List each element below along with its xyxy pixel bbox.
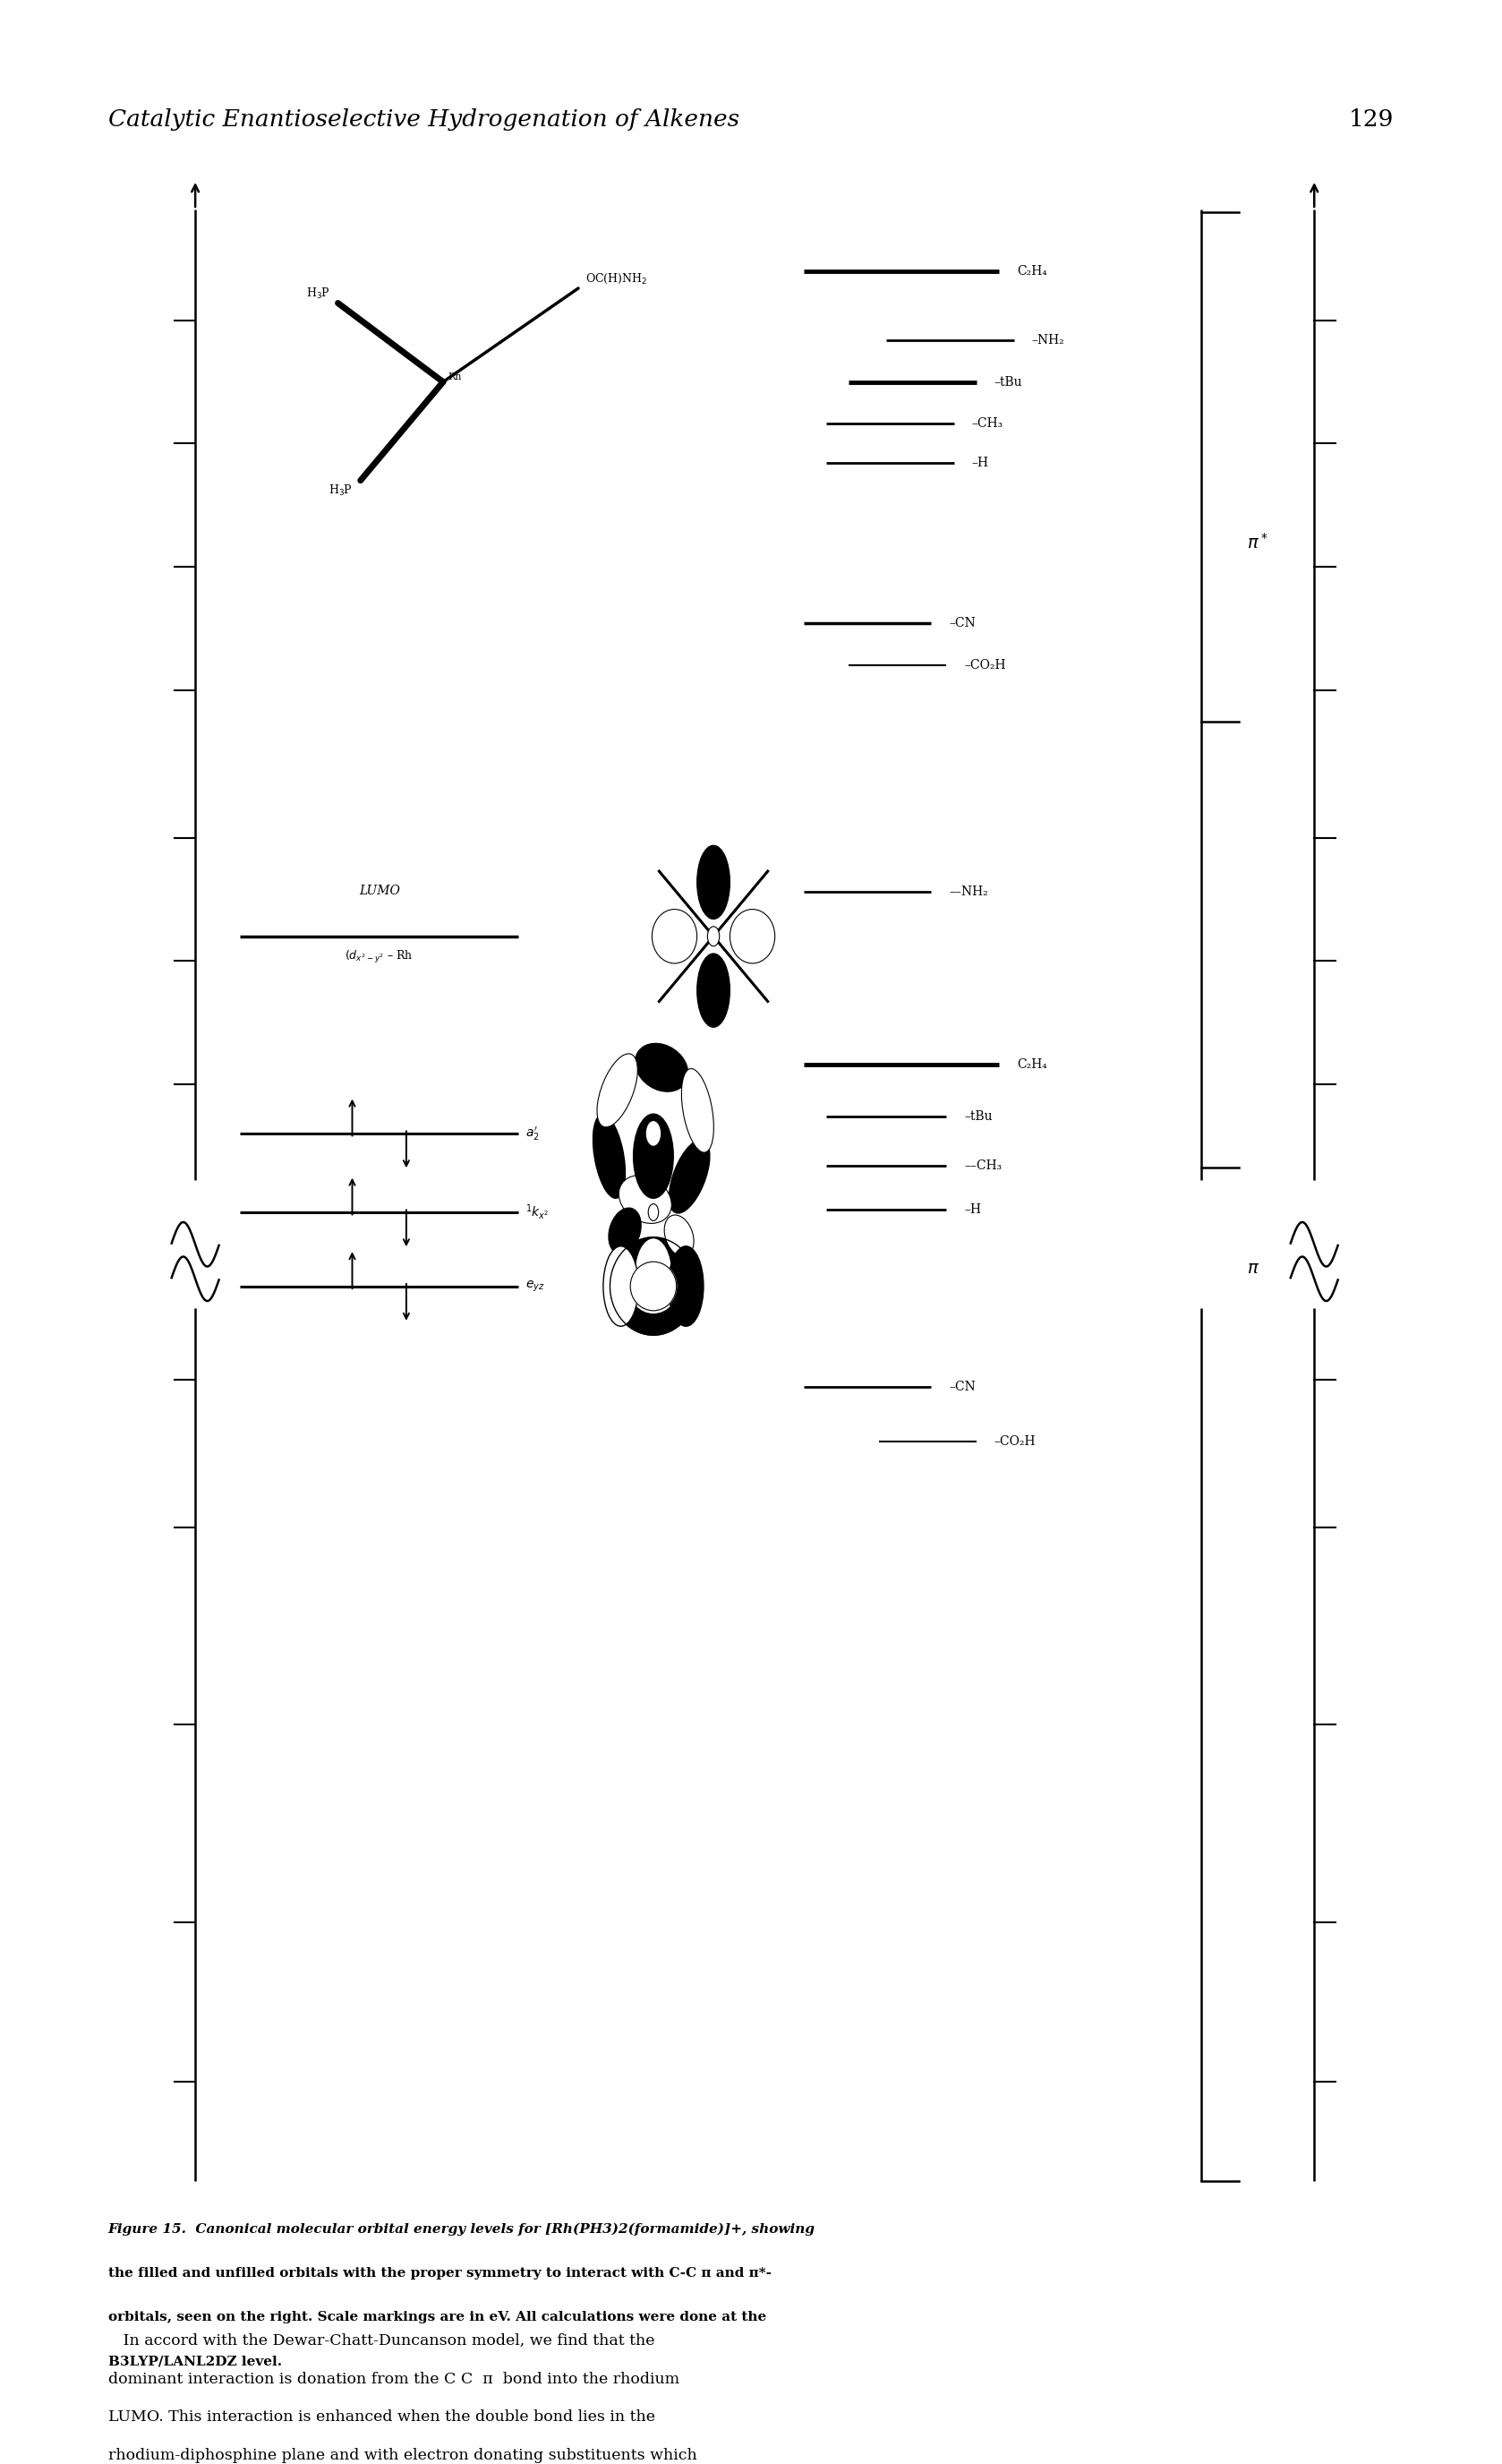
Ellipse shape [697, 954, 730, 1027]
Text: Catalytic Enantioselective Hydrogenation of Alkenes: Catalytic Enantioselective Hydrogenation… [108, 108, 739, 131]
Ellipse shape [635, 1042, 688, 1092]
Ellipse shape [652, 909, 697, 963]
Text: LUMO. This interaction is enhanced when the double bond lies in the: LUMO. This interaction is enhanced when … [108, 2410, 655, 2425]
Ellipse shape [608, 1207, 641, 1254]
Ellipse shape [634, 1114, 673, 1198]
Ellipse shape [730, 909, 775, 963]
Ellipse shape [707, 926, 719, 946]
Text: dominant interaction is donation from the C C  π  bond into the rhodium: dominant interaction is donation from th… [108, 2370, 679, 2388]
Ellipse shape [670, 1141, 710, 1212]
Text: orbitals, seen on the right. Scale markings are in eV. All calculations were don: orbitals, seen on the right. Scale marki… [108, 2311, 766, 2324]
Ellipse shape [629, 1259, 677, 1313]
Text: –CH₃: –CH₃ [972, 416, 1003, 431]
Text: LUMO: LUMO [359, 885, 400, 897]
Ellipse shape [593, 1114, 625, 1198]
Ellipse shape [668, 1247, 703, 1326]
Text: Rh: Rh [448, 372, 461, 382]
Ellipse shape [631, 1262, 676, 1311]
Text: $^1k_{x^2}$: $^1k_{x^2}$ [526, 1202, 550, 1222]
Text: –H: –H [972, 456, 988, 471]
Ellipse shape [610, 1237, 697, 1335]
Text: H$_3$P: H$_3$P [329, 483, 353, 498]
Text: –NH₂: –NH₂ [1032, 333, 1065, 347]
Text: 129: 129 [1349, 108, 1394, 131]
Text: ––CH₃: ––CH₃ [964, 1158, 1002, 1173]
Text: rhodium-diphosphine plane and with electron donating substituents which: rhodium-diphosphine plane and with elect… [108, 2449, 697, 2464]
Text: –CO₂H: –CO₂H [994, 1434, 1036, 1449]
Text: In accord with the Dewar-Chatt-Duncanson model, we find that the: In accord with the Dewar-Chatt-Duncanson… [108, 2333, 655, 2348]
Ellipse shape [682, 1069, 713, 1153]
Text: $\pi$: $\pi$ [1247, 1262, 1259, 1276]
Ellipse shape [664, 1215, 694, 1257]
Text: OC(H)NH$_2$: OC(H)NH$_2$ [586, 271, 647, 286]
Text: –CN: –CN [949, 616, 976, 631]
Ellipse shape [619, 1175, 671, 1225]
Text: C₂H₄: C₂H₄ [1017, 1057, 1047, 1072]
Text: ––NH₂: ––NH₂ [949, 885, 988, 899]
Ellipse shape [604, 1247, 638, 1326]
Text: H$_3$P: H$_3$P [306, 286, 330, 301]
Text: C₂H₄: C₂H₄ [1017, 264, 1047, 278]
Text: $\pi^*$: $\pi^*$ [1247, 532, 1268, 552]
Text: –CN: –CN [949, 1380, 976, 1395]
Text: $e_{yz}$: $e_{yz}$ [526, 1279, 545, 1294]
Text: –tBu: –tBu [964, 1109, 993, 1124]
Text: –tBu: –tBu [994, 375, 1023, 389]
Text: $a_{2}'$: $a_{2}'$ [526, 1126, 539, 1141]
Ellipse shape [646, 1121, 661, 1146]
Ellipse shape [596, 1055, 637, 1126]
Text: $(d_{x^2-y^2}$ – Rh: $(d_{x^2-y^2}$ – Rh [345, 949, 413, 966]
Text: Figure 15.  Canonical molecular orbital energy levels for [Rh(PH3)2(formamide)]+: Figure 15. Canonical molecular orbital e… [108, 2223, 816, 2235]
Text: B3LYP/LANL2DZ level.: B3LYP/LANL2DZ level. [108, 2356, 282, 2368]
Text: –H: –H [964, 1202, 981, 1217]
Ellipse shape [697, 845, 730, 919]
Ellipse shape [635, 1237, 671, 1308]
Text: the filled and unfilled orbitals with the proper symmetry to interact with C-C π: the filled and unfilled orbitals with th… [108, 2267, 772, 2279]
Text: –CO₂H: –CO₂H [964, 658, 1006, 673]
Ellipse shape [649, 1205, 658, 1220]
